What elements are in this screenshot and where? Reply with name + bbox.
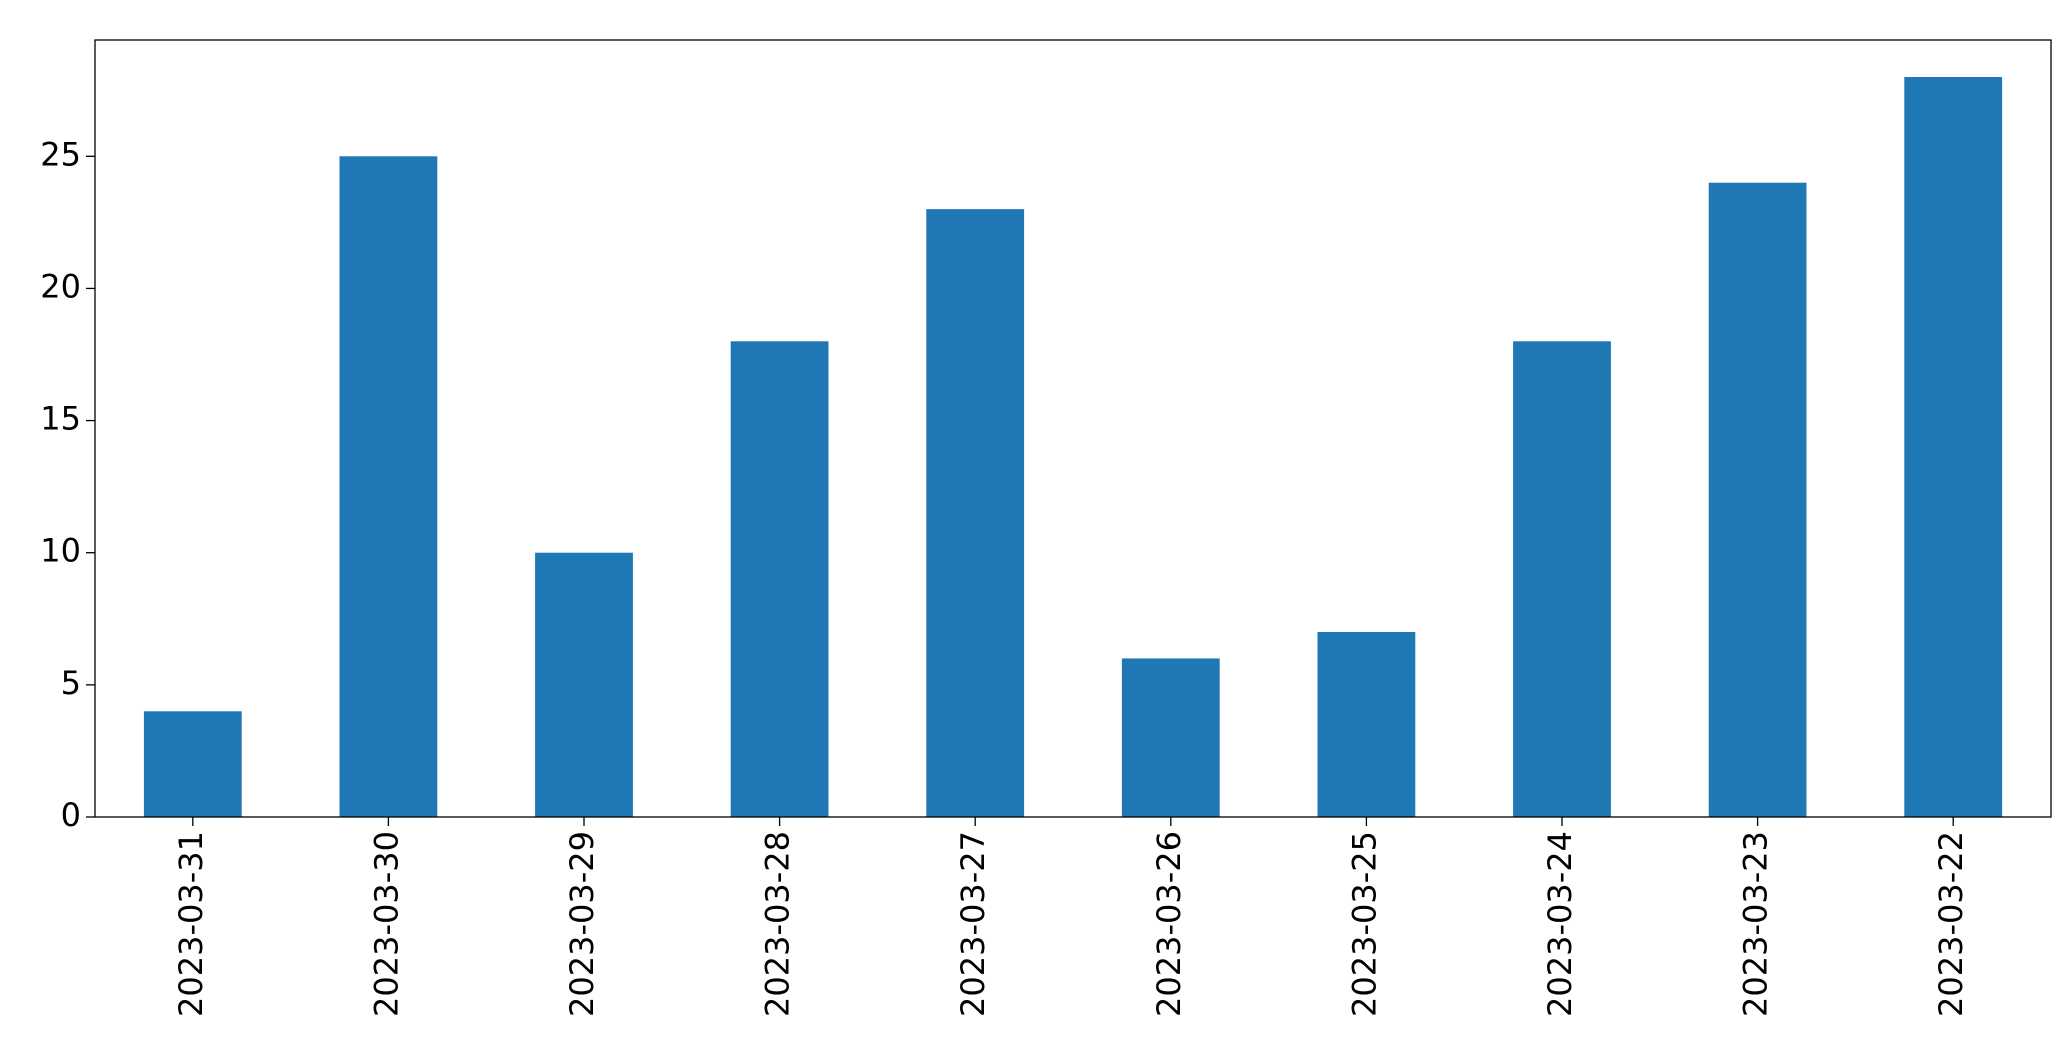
- bar: [143, 711, 242, 817]
- bar: [339, 156, 438, 818]
- x-tick-label: 2023-03-28: [759, 831, 797, 1017]
- bar: [1904, 77, 2003, 817]
- x-tick-label: 2023-03-25: [1345, 831, 1383, 1017]
- bar: [1513, 341, 1611, 817]
- x-tick-label: 2023-03-29: [563, 831, 601, 1017]
- bar: [730, 341, 829, 817]
- x-tick-label: 2023-03-27: [954, 831, 992, 1017]
- bar: [1317, 632, 1416, 817]
- x-tick-label: 2023-03-22: [1932, 831, 1970, 1017]
- y-tick-label: 15: [40, 400, 81, 438]
- x-tick-label: 2023-03-26: [1150, 831, 1188, 1017]
- bar: [926, 209, 1025, 818]
- y-tick-label: 5: [61, 664, 81, 702]
- x-tick-label: 2023-03-30: [367, 831, 405, 1017]
- bar: [1121, 658, 1220, 817]
- y-tick-label: 0: [61, 796, 81, 834]
- y-tick-label: 20: [40, 267, 81, 305]
- x-tick-label: 2023-03-23: [1737, 831, 1775, 1017]
- bar: [1708, 182, 1807, 817]
- x-tick-label: 2023-03-31: [172, 831, 210, 1017]
- y-tick-label: 25: [40, 135, 81, 173]
- x-tick-label: 2023-03-24: [1541, 831, 1579, 1017]
- plot-frame: [94, 39, 2052, 818]
- y-tick-label: 10: [40, 532, 81, 570]
- bar: [535, 552, 633, 817]
